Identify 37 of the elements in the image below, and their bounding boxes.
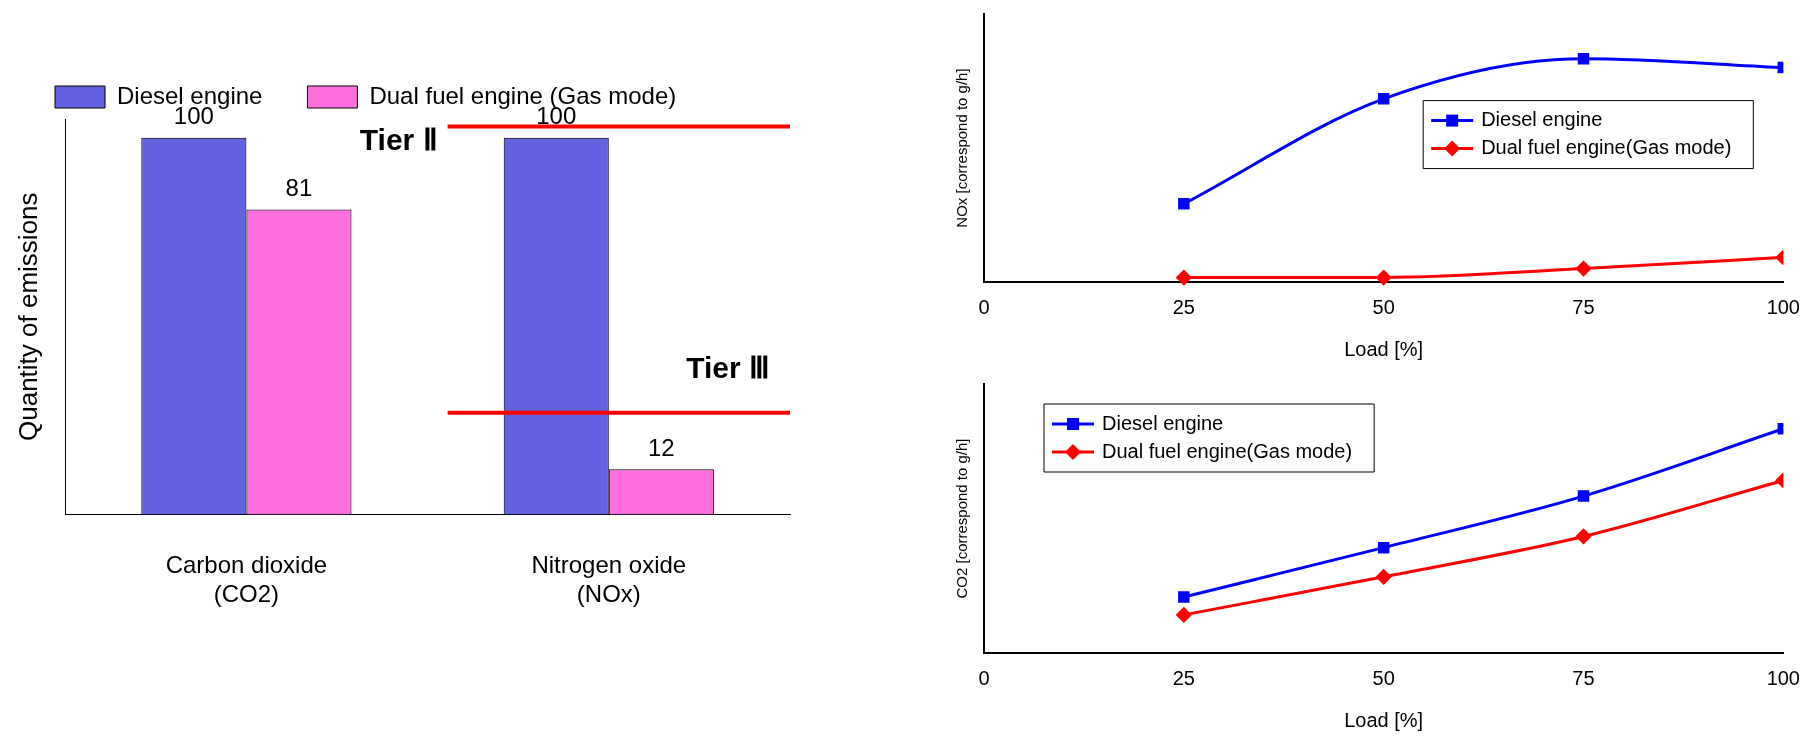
ref-line-label: Tier Ⅱ bbox=[359, 122, 438, 156]
legend-label: Dual fuel engine(Gas mode) bbox=[1102, 439, 1353, 462]
y-axis-title: CO2 [correspond to g/h] bbox=[953, 438, 971, 599]
x-tick-label: Nitrogen oxide (NOx) bbox=[531, 551, 687, 608]
legend-label: Dual fuel engine(Gas mode) bbox=[1481, 136, 1732, 159]
data-label: 12 bbox=[648, 433, 675, 461]
y-axis-title: NOx [correspond to g/h] bbox=[953, 68, 971, 228]
point bbox=[1176, 607, 1192, 623]
legend-label: Diesel engine bbox=[1102, 411, 1224, 434]
point bbox=[1575, 528, 1591, 544]
x-tick-label: 25 bbox=[1172, 666, 1195, 689]
data-label: 81 bbox=[285, 174, 313, 201]
x-tick-label: 50 bbox=[1372, 295, 1395, 318]
x-tick-label: 0 bbox=[978, 295, 990, 318]
point bbox=[1575, 261, 1591, 277]
x-tick-label: 25 bbox=[1172, 295, 1195, 318]
point bbox=[1377, 93, 1390, 105]
x-tick-label: 100 bbox=[1766, 666, 1800, 689]
point bbox=[1577, 52, 1590, 65]
point bbox=[1377, 541, 1390, 554]
y-axis-title: Quantity of emissions bbox=[12, 192, 43, 441]
point bbox=[1577, 490, 1590, 502]
x-tick-label: 75 bbox=[1572, 666, 1595, 689]
point bbox=[1178, 591, 1190, 603]
point bbox=[1178, 198, 1190, 210]
ref-line-label: Tier Ⅲ bbox=[686, 350, 770, 384]
x-tick-label: 0 bbox=[978, 666, 990, 689]
point bbox=[1376, 270, 1392, 286]
x-tick-label: 100 bbox=[1766, 295, 1800, 318]
point bbox=[1176, 270, 1192, 286]
x-axis-title: Load [%] bbox=[1344, 708, 1424, 731]
x-tick-label: 75 bbox=[1572, 295, 1595, 318]
point bbox=[1376, 569, 1392, 585]
x-axis-title: Load [%] bbox=[1344, 337, 1424, 360]
x-tick-label: Carbon dioxide (CO2) bbox=[165, 551, 328, 608]
legend-label: Diesel engine bbox=[1481, 108, 1603, 131]
x-tick-label: 50 bbox=[1372, 666, 1395, 689]
